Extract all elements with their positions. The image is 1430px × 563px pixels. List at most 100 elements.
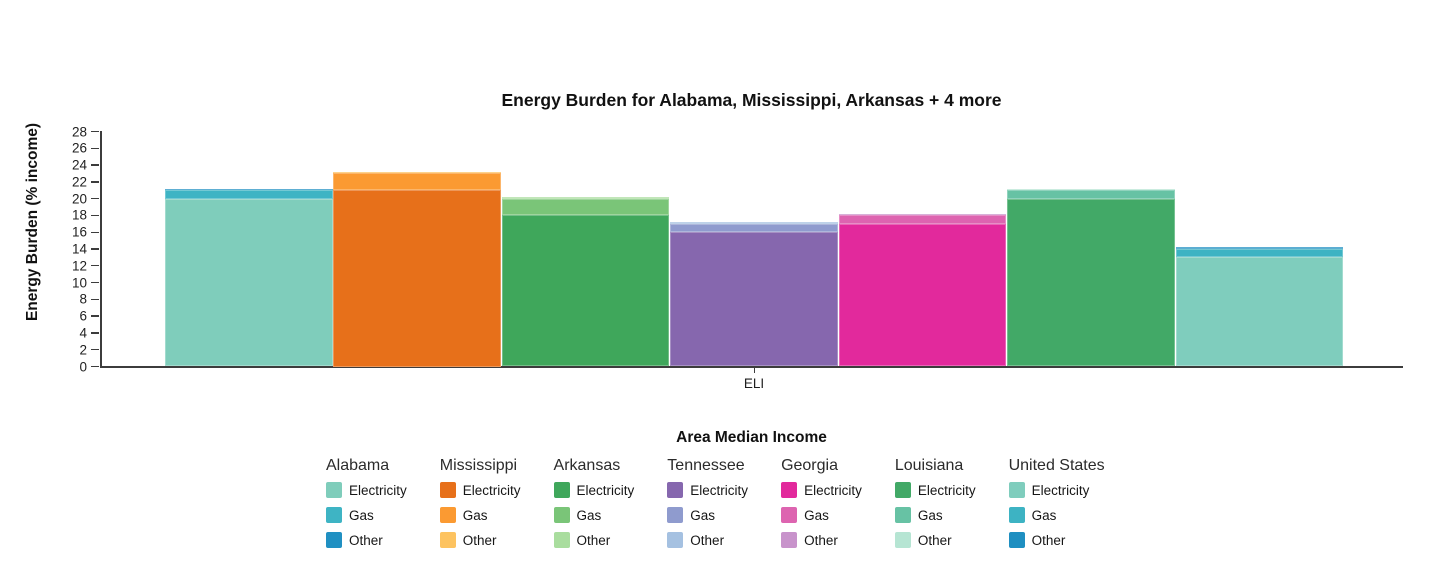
legend-swatch-tennessee-electricity — [667, 482, 684, 498]
legend-column-united-states: United States Electricity Gas Other — [1008, 457, 1105, 557]
bar-segment-arkansas-electricity[interactable] — [501, 215, 670, 367]
bar-segment-united-states-electricity[interactable] — [1175, 257, 1344, 367]
bar-segment-georgia-gas[interactable] — [838, 215, 1007, 224]
y-tick-mark — [91, 349, 99, 351]
legend-swatch-mississippi-gas — [439, 507, 456, 523]
y-tick-mark — [91, 214, 99, 217]
chart-title: Energy Burden for Alabama, Mississippi, … — [501, 90, 1002, 110]
y-tick-label: 8 — [79, 291, 87, 307]
x-tick-mark — [754, 366, 756, 373]
bar-segment-mississippi-other[interactable] — [333, 171, 502, 174]
legend-item-tennessee-other[interactable]: Other — [667, 532, 748, 548]
bar-segment-mississippi-electricity[interactable] — [333, 190, 502, 367]
bar-segment-louisiana-gas[interactable] — [1007, 190, 1175, 199]
legend-item-united-states-electricity[interactable]: Electricity — [1008, 482, 1105, 498]
legend-swatch-alabama-other — [326, 532, 342, 548]
bar-segment-tennessee-other[interactable] — [670, 222, 838, 224]
legend-item-tennessee-gas[interactable]: Gas — [667, 507, 748, 523]
bar-segment-georgia-other[interactable] — [838, 213, 1007, 216]
y-tick-label: 10 — [71, 275, 87, 291]
legend-swatch-alabama-electricity — [326, 482, 342, 498]
bar-segment-louisiana-electricity[interactable] — [1007, 198, 1175, 367]
bar-segment-united-states-other[interactable] — [1175, 247, 1344, 249]
legend-category-label: Gas — [917, 507, 943, 523]
legend-item-georgia-other[interactable]: Other — [781, 532, 862, 548]
legend-swatch-united-states-gas — [1008, 507, 1025, 523]
legend-category-label: Electricity — [1031, 482, 1090, 498]
bar-segment-tennessee-electricity[interactable] — [670, 232, 838, 367]
legend-state-name: Alabama — [326, 457, 390, 474]
y-tick-mark — [91, 365, 99, 368]
legend-item-alabama-other[interactable]: Other — [326, 532, 407, 548]
bar-segment-mississippi-gas[interactable] — [333, 173, 502, 191]
y-tick-label: 18 — [71, 207, 87, 223]
legend-item-louisiana-other[interactable]: Other — [894, 532, 976, 548]
legend-item-mississippi-electricity[interactable]: Electricity — [439, 482, 521, 498]
y-tick-label: 2 — [79, 342, 87, 358]
legend-category-label: Electricity — [917, 482, 976, 498]
legend-state-name: Mississippi — [439, 457, 518, 474]
legend-state-name: United States — [1008, 457, 1105, 474]
y-tick-mark — [91, 181, 99, 183]
legend-item-georgia-electricity[interactable]: Electricity — [781, 482, 862, 498]
y-tick-label: 4 — [79, 325, 87, 341]
y-tick-mark — [91, 281, 99, 284]
bar-segment-united-states-gas[interactable] — [1175, 249, 1344, 258]
bar-segment-alabama-electricity[interactable] — [165, 198, 333, 367]
legend-item-mississippi-gas[interactable]: Gas — [439, 507, 521, 523]
legend-category-label: Other — [1031, 532, 1066, 548]
legend-swatch-arkansas-electricity — [553, 482, 570, 498]
legend-swatch-united-states-other — [1008, 532, 1025, 548]
legend-state-name: Louisiana — [894, 457, 964, 474]
y-tick-label: 16 — [71, 224, 87, 240]
legend-item-louisiana-gas[interactable]: Gas — [894, 507, 976, 523]
y-tick-mark — [91, 147, 99, 149]
legend-item-united-states-gas[interactable]: Gas — [1008, 507, 1105, 523]
legend-category-label: Electricity — [804, 482, 862, 498]
y-tick-label: 0 — [79, 359, 87, 374]
bar-segment-georgia-electricity[interactable] — [838, 223, 1007, 367]
legend-column-tennessee: Tennessee Electricity Gas Other — [667, 457, 748, 557]
legend-column-mississippi: Mississippi Electricity Gas Other — [439, 457, 521, 557]
legend-swatch-louisiana-other — [894, 532, 911, 548]
y-tick-mark — [91, 298, 99, 301]
y-tick-mark — [91, 265, 99, 267]
bar-segment-alabama-other[interactable] — [165, 188, 333, 191]
legend-category-label: Other — [804, 532, 838, 548]
legend-category-label: Gas — [576, 507, 602, 523]
bar-segment-louisiana-other[interactable] — [1007, 188, 1175, 191]
legend-item-arkansas-other[interactable]: Other — [553, 532, 635, 548]
legend-swatch-united-states-electricity — [1008, 482, 1025, 498]
y-tick-label: 12 — [71, 258, 87, 274]
legend-item-alabama-gas[interactable]: Gas — [326, 507, 407, 523]
legend-item-georgia-gas[interactable]: Gas — [781, 507, 862, 523]
legend-swatch-louisiana-electricity — [894, 482, 911, 498]
legend-item-arkansas-electricity[interactable]: Electricity — [553, 482, 634, 498]
legend-swatch-georgia-other — [781, 532, 798, 548]
legend-item-arkansas-gas[interactable]: Gas — [553, 507, 635, 523]
legend-item-alabama-electricity[interactable]: Electricity — [326, 482, 407, 498]
legend-item-louisiana-electricity[interactable]: Electricity — [894, 482, 976, 498]
bar-segment-alabama-gas[interactable] — [165, 190, 333, 199]
legend-swatch-mississippi-other — [439, 532, 456, 548]
x-tick-label: ELI — [743, 376, 765, 391]
legend-category-label: Electricity — [462, 482, 521, 498]
legend-swatch-georgia-electricity — [781, 482, 798, 498]
bar-segment-tennessee-gas[interactable] — [670, 223, 838, 233]
bar-segment-arkansas-gas[interactable] — [501, 198, 670, 216]
legend-state-name: Tennessee — [667, 457, 745, 474]
legend-column-arkansas: Arkansas Electricity Gas Other — [553, 457, 635, 557]
legend-item-tennessee-electricity[interactable]: Electricity — [667, 482, 748, 498]
legend-state-name: Arkansas — [553, 457, 621, 474]
legend-column-louisiana: Louisiana Electricity Gas Other — [894, 457, 976, 557]
x-axis-line — [100, 366, 1403, 368]
y-tick-mark — [91, 130, 99, 133]
y-tick-label: 26 — [71, 140, 87, 156]
legend-category-label: Other — [576, 532, 611, 548]
legend-item-united-states-other[interactable]: Other — [1008, 532, 1105, 548]
y-tick-label: 22 — [71, 174, 87, 190]
legend-item-mississippi-other[interactable]: Other — [439, 532, 521, 548]
bar-segment-arkansas-other[interactable] — [501, 196, 670, 199]
y-tick-mark — [91, 164, 99, 166]
